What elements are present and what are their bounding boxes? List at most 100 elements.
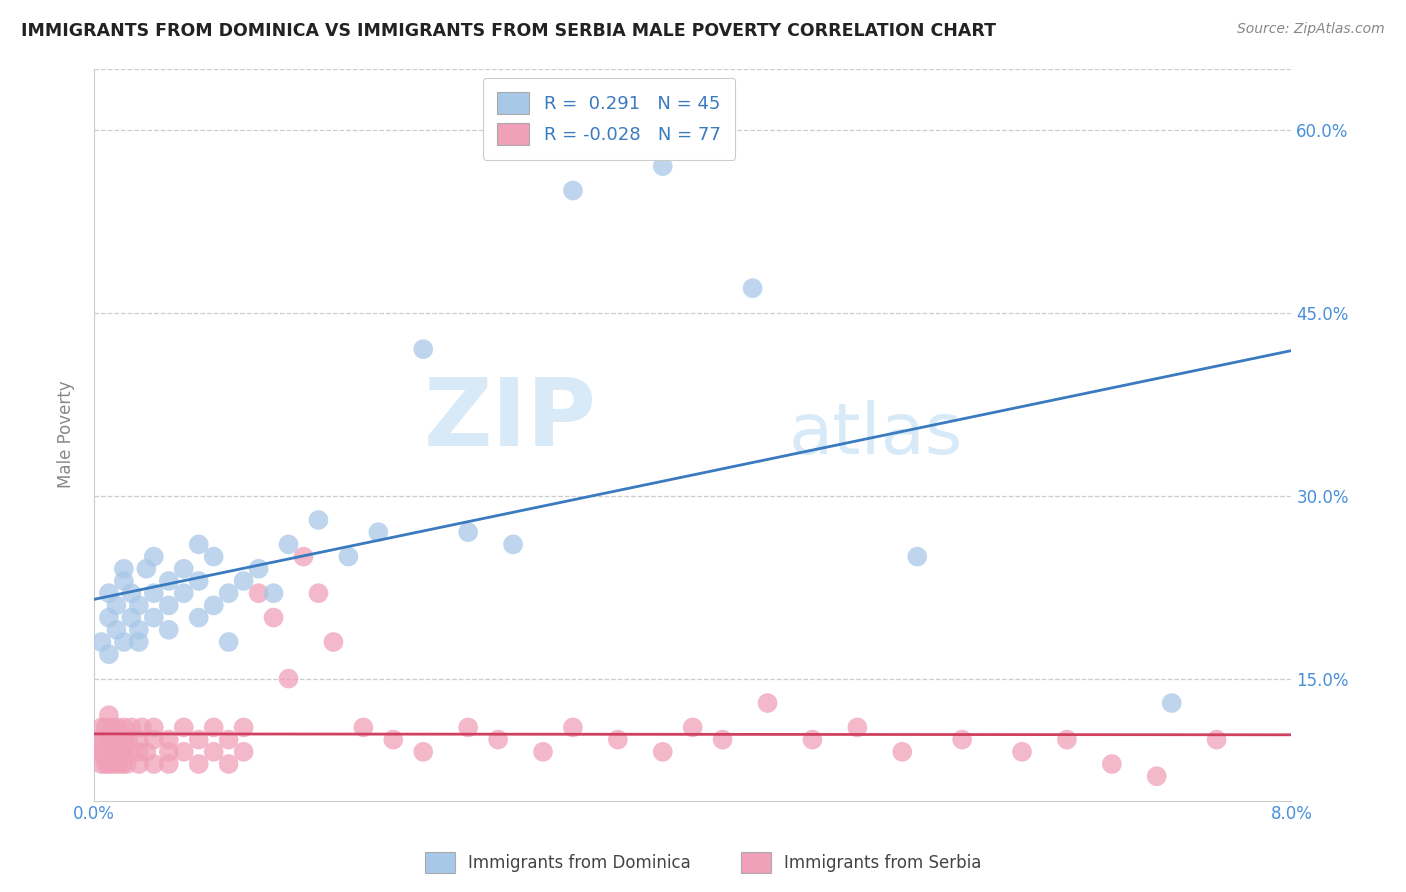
Point [157, 574, 180, 588]
Point [91, 745, 114, 759]
Point [112, 732, 135, 747]
Point [97, 610, 120, 624]
Point [561, 184, 583, 198]
Point [412, 342, 434, 356]
Point [711, 732, 734, 747]
Point [105, 720, 128, 734]
Point [263, 610, 285, 624]
Point [891, 745, 914, 759]
Point [187, 537, 209, 551]
Legend: Immigrants from Dominica, Immigrants from Serbia: Immigrants from Dominica, Immigrants fro… [418, 846, 988, 880]
Point [111, 757, 134, 772]
Point [105, 623, 128, 637]
Point [157, 745, 180, 759]
Legend: R =  0.291   N = 45, R = -0.028   N = 77: R = 0.291 N = 45, R = -0.028 N = 77 [482, 78, 735, 160]
Point [218, 757, 240, 772]
Point [1160, 696, 1182, 710]
Point [93, 732, 115, 747]
Point [367, 525, 389, 540]
Point [202, 720, 225, 734]
Point [142, 586, 165, 600]
Point [682, 720, 704, 734]
Point [187, 574, 209, 588]
Point [108, 732, 131, 747]
Text: IMMIGRANTS FROM DOMINICA VS IMMIGRANTS FROM SERBIA MALE POVERTY CORRELATION CHAR: IMMIGRANTS FROM DOMINICA VS IMMIGRANTS F… [21, 22, 995, 40]
Point [128, 732, 150, 747]
Point [97, 647, 120, 661]
Point [115, 757, 138, 772]
Point [97, 586, 120, 600]
Point [90, 635, 112, 649]
Point [142, 757, 165, 772]
Point [202, 549, 225, 564]
Point [218, 732, 240, 747]
Point [120, 720, 142, 734]
Point [412, 745, 434, 759]
Point [292, 549, 315, 564]
Point [90, 757, 112, 772]
Point [457, 525, 479, 540]
Point [382, 732, 405, 747]
Point [308, 513, 330, 527]
Point [128, 599, 150, 613]
Point [846, 720, 869, 734]
Point [105, 599, 128, 613]
Point [105, 745, 128, 759]
Point [118, 745, 141, 759]
Point [94, 720, 117, 734]
Point [756, 696, 779, 710]
Point [112, 745, 135, 759]
Point [173, 745, 195, 759]
Point [1011, 745, 1033, 759]
Point [96, 745, 118, 759]
Point [142, 732, 165, 747]
Point [101, 720, 124, 734]
Point [94, 757, 117, 772]
Point [157, 623, 180, 637]
Point [104, 732, 127, 747]
Point [457, 720, 479, 734]
Point [157, 732, 180, 747]
Point [486, 732, 509, 747]
Text: atlas: atlas [789, 401, 963, 469]
Point [128, 745, 150, 759]
Point [112, 720, 135, 734]
Point [801, 732, 824, 747]
Point [561, 720, 583, 734]
Point [905, 549, 928, 564]
Point [1101, 757, 1123, 772]
Point [1056, 732, 1078, 747]
Point [232, 745, 254, 759]
Point [86, 745, 108, 759]
Point [651, 745, 673, 759]
Point [107, 757, 129, 772]
Point [187, 610, 209, 624]
Text: Source: ZipAtlas.com: Source: ZipAtlas.com [1237, 22, 1385, 37]
Point [173, 720, 195, 734]
Point [135, 745, 157, 759]
Point [97, 757, 120, 772]
Point [112, 574, 135, 588]
Point [1205, 732, 1227, 747]
Point [308, 586, 330, 600]
Point [101, 745, 124, 759]
Point [97, 708, 120, 723]
Point [103, 757, 125, 772]
Point [202, 745, 225, 759]
Point [247, 586, 270, 600]
Point [247, 562, 270, 576]
Point [232, 574, 254, 588]
Point [218, 586, 240, 600]
Point [1146, 769, 1168, 783]
Point [502, 537, 524, 551]
Text: ZIP: ZIP [425, 374, 598, 466]
Point [352, 720, 374, 734]
Point [277, 672, 299, 686]
Point [142, 549, 165, 564]
Point [128, 635, 150, 649]
Point [142, 610, 165, 624]
Point [202, 599, 225, 613]
Y-axis label: Male Poverty: Male Poverty [58, 381, 75, 489]
Point [120, 610, 142, 624]
Point [741, 281, 763, 295]
